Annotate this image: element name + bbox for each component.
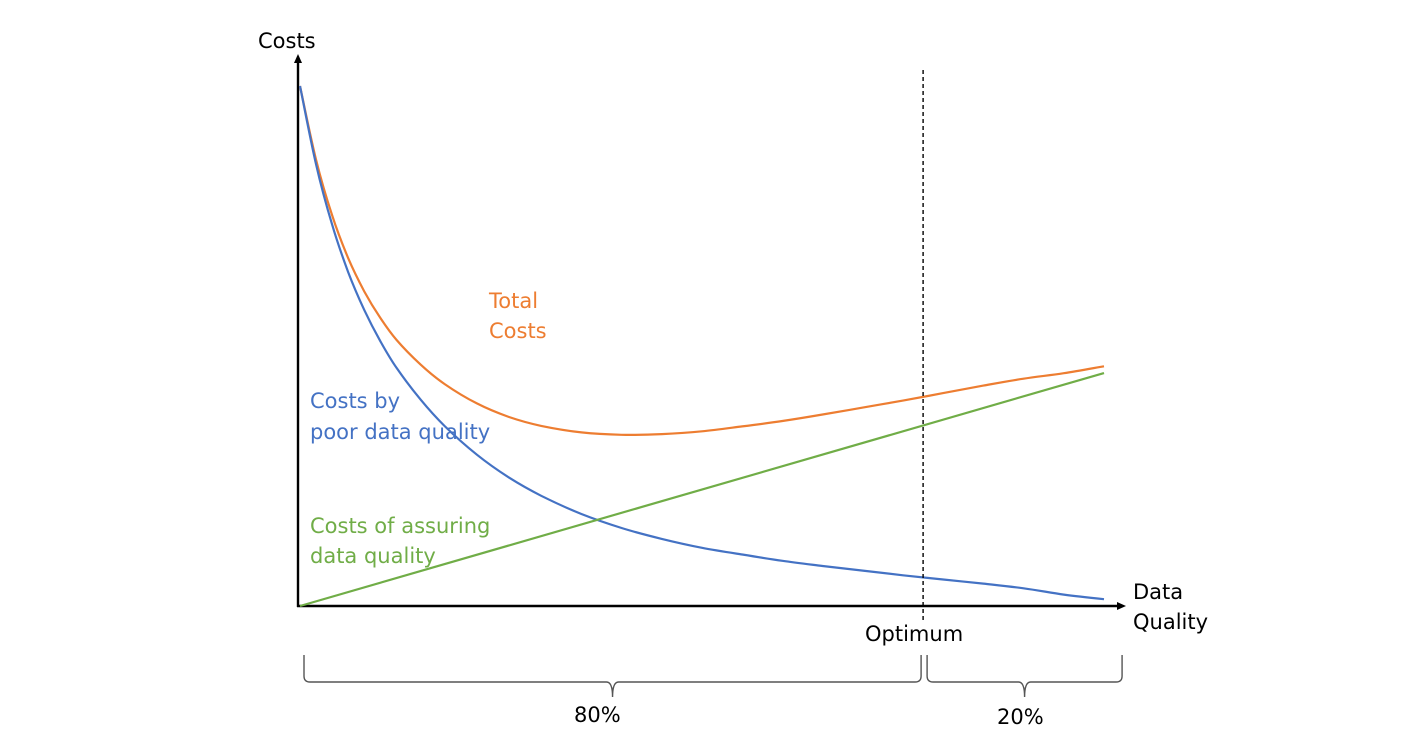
series-line-costs-of-assuring-data-quality — [299, 371, 1105, 608]
series-label-total-costs-line-1: Total — [488, 289, 538, 313]
y-axis-label: Costs — [258, 29, 316, 53]
x-axis-label-line-1: Data — [1133, 580, 1183, 604]
brace-80-label: 80% — [574, 703, 621, 727]
series-label-assuring-quality-line-1: Costs of assuring — [310, 514, 490, 538]
series-line-costs-by-poor-data-quality — [298, 85, 1105, 601]
series-label-poor-quality-line-1: Costs by — [310, 389, 400, 413]
series-label-poor-quality-line-2: poor data quality — [310, 420, 490, 444]
x-axis-label-line-2: Quality — [1133, 610, 1208, 634]
optimum-label: Optimum — [865, 622, 963, 646]
series-line-total-costs — [298, 85, 1105, 437]
series-label-total-costs-line-2: Costs — [489, 319, 547, 343]
brace-80-percent — [303, 655, 922, 698]
brace-20-label: 20% — [997, 705, 1044, 729]
series-label-assuring-quality-line-2: data quality — [310, 544, 436, 568]
brace-20-percent — [926, 655, 1123, 698]
